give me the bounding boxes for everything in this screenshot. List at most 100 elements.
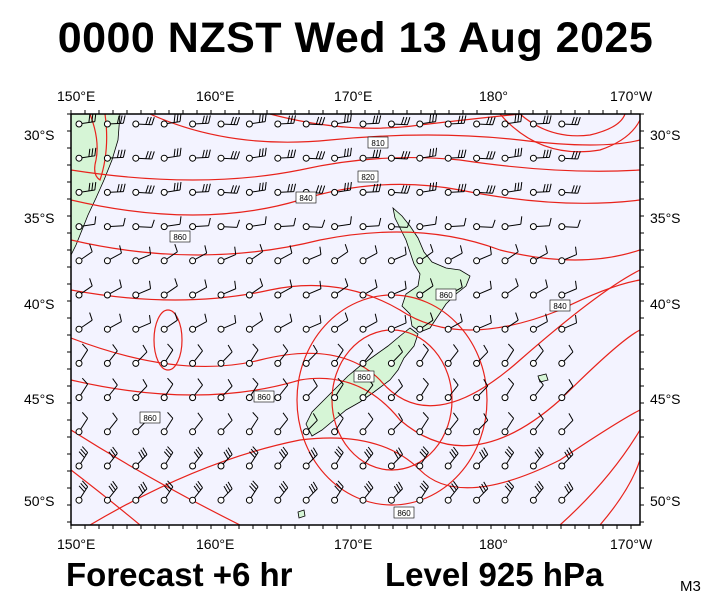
- wind-barb: [444, 149, 467, 162]
- forecast-label: Forecast +6 hr: [66, 556, 293, 593]
- wind-barb: [331, 377, 344, 402]
- wind-barb: [217, 185, 240, 196]
- wind-barb: [245, 216, 267, 231]
- wind-barb: [444, 313, 463, 333]
- wind-barb: [387, 413, 403, 436]
- wind-barb: [103, 446, 118, 470]
- wind-barb: [359, 149, 382, 162]
- wind-barb: [501, 147, 523, 162]
- wind-barb: [160, 182, 182, 196]
- wind-barb: [387, 150, 411, 162]
- wind-barb: [529, 412, 544, 436]
- wind-barb: [217, 246, 237, 265]
- wind-barb: [132, 344, 148, 367]
- wind-barb: [189, 115, 211, 128]
- wind-barb: [245, 412, 259, 436]
- wind-barb: [501, 216, 523, 231]
- wind-barb: [245, 377, 259, 402]
- wind-barb: [473, 246, 492, 265]
- wind-barb: [529, 245, 548, 265]
- wind-barb: [75, 312, 93, 333]
- wind-barb: [132, 280, 152, 299]
- wind-barb: [387, 344, 403, 367]
- wind-barb: [416, 312, 434, 333]
- bottom-lon-label: 160°E: [196, 536, 235, 552]
- wind-barb: [103, 245, 122, 265]
- wind-barb: [189, 344, 203, 367]
- wind-barb: [132, 378, 148, 402]
- wind-barb: [387, 246, 407, 265]
- bottom-lon-label: 170°E: [334, 536, 373, 552]
- map-ocean-background: [71, 114, 640, 525]
- wind-barb: [529, 344, 544, 367]
- wind-barb: [274, 378, 289, 402]
- wind-barb: [416, 412, 429, 436]
- contour-line: [499, 114, 640, 153]
- wind-barb: [473, 447, 489, 470]
- wind-barb: [529, 313, 548, 333]
- bottom-lon-label: 150°E: [57, 536, 96, 552]
- wind-barb: [189, 149, 211, 162]
- wind-barb: [416, 216, 438, 231]
- wind-barb: [217, 314, 237, 333]
- contour-label: 840: [549, 299, 571, 312]
- wind-barb: [529, 149, 552, 162]
- left-lat-label: 40°S: [24, 296, 55, 312]
- contour-line: [599, 459, 640, 525]
- wind-barb: [501, 182, 523, 196]
- wind-barb: [274, 183, 297, 196]
- wind-barb: [75, 446, 89, 470]
- wind-barb: [529, 446, 544, 470]
- wind-barb: [331, 114, 352, 128]
- wind-barb: [274, 149, 297, 162]
- wind-barb: [160, 278, 178, 299]
- right-lat-label: 50°S: [650, 493, 681, 509]
- wind-barb: [245, 480, 259, 504]
- weather-map: 810 820 840 860 860 860 860 860 840 860 150°E 160…: [0, 80, 711, 555]
- wind-barb: [302, 447, 318, 470]
- wind-barb: [160, 377, 174, 402]
- contour-line: [153, 309, 183, 371]
- wind-barb: [501, 343, 515, 367]
- wind-barb: [302, 116, 326, 128]
- svg-text:810: 810: [371, 139, 385, 148]
- wind-barb: [359, 217, 382, 231]
- wind-barb: [444, 412, 459, 436]
- wind-barb: [132, 447, 148, 470]
- wind-barb: [444, 446, 459, 470]
- wind-barb: [387, 280, 407, 299]
- wind-barb: [302, 481, 318, 504]
- right-lat-label: 40°S: [650, 296, 681, 312]
- wind-barb: [473, 481, 489, 504]
- wind-barb: [359, 480, 374, 504]
- svg-text:840: 840: [299, 194, 313, 203]
- wind-barb: [529, 480, 544, 504]
- wind-barb: [558, 185, 581, 196]
- wind-barb: [103, 149, 126, 162]
- wind-barb: [245, 278, 264, 299]
- wind-barb: [302, 246, 322, 265]
- wind-barb: [274, 279, 293, 299]
- bottom-lon-label: 170°W: [610, 536, 653, 552]
- wind-barb: [189, 446, 203, 470]
- contour-label: 860: [253, 390, 275, 403]
- contour-line: [149, 114, 640, 146]
- wind-barb: [217, 344, 233, 367]
- wind-barb: [558, 246, 578, 265]
- wind-barb: [331, 147, 352, 162]
- wind-barb: [558, 447, 574, 470]
- wind-barb: [189, 245, 208, 265]
- wind-barb: [387, 481, 403, 504]
- wind-barb: [387, 378, 403, 402]
- contour-label: 810: [367, 136, 389, 149]
- contour-line: [71, 156, 640, 181]
- wind-barb: [302, 280, 322, 299]
- contour-label: 860: [169, 230, 191, 243]
- right-lat-label: 45°S: [650, 391, 681, 407]
- wind-barb: [189, 480, 203, 504]
- wind-barb: [189, 279, 208, 299]
- wind-barb: [302, 413, 318, 436]
- wind-barb: [75, 216, 97, 231]
- wind-barb: [558, 378, 574, 402]
- wind-barb: [160, 244, 178, 265]
